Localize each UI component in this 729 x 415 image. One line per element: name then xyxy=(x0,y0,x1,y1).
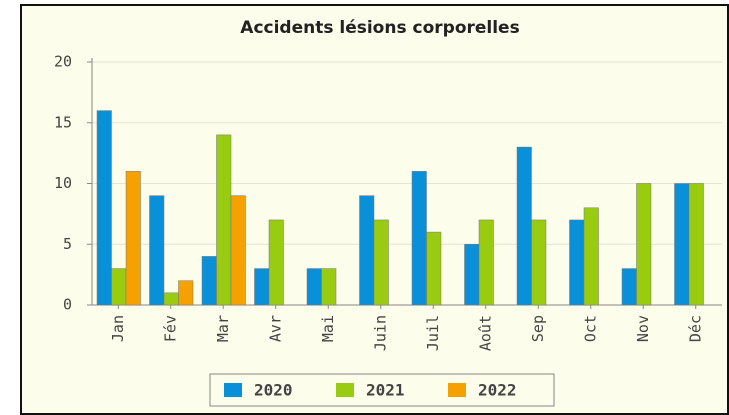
x-tick-label: Juin xyxy=(371,315,389,351)
x-tick-label: Mar xyxy=(214,315,232,342)
x-tick-label: Fév xyxy=(161,315,179,342)
bar xyxy=(111,268,127,306)
bar xyxy=(478,219,494,306)
bar xyxy=(464,244,480,306)
bar xyxy=(230,195,246,306)
bar xyxy=(216,134,232,306)
bar xyxy=(516,146,532,306)
x-tick-label: Jan xyxy=(109,315,127,342)
bar xyxy=(531,219,547,306)
bar xyxy=(569,219,585,306)
bar xyxy=(321,268,337,306)
bar xyxy=(621,268,637,306)
legend-label: 2021 xyxy=(366,381,405,400)
bar xyxy=(306,268,322,306)
bar xyxy=(636,183,652,306)
bar xyxy=(373,219,389,306)
x-tick-label: Avr xyxy=(266,315,284,342)
x-tick-label: Sep xyxy=(529,315,547,342)
y-tick-label: 0 xyxy=(63,296,72,314)
bar xyxy=(201,256,217,306)
bar xyxy=(688,183,704,306)
bar xyxy=(583,207,599,306)
bar xyxy=(163,292,179,306)
x-tick-label: Nov xyxy=(634,315,652,342)
bar xyxy=(254,268,270,306)
legend-swatch xyxy=(448,383,466,397)
x-tick-label: Mai xyxy=(319,315,337,342)
x-tick-label: Déc xyxy=(686,315,704,342)
bar xyxy=(125,171,141,306)
chart-title: Accidents lésions corporelles xyxy=(240,18,519,38)
bar xyxy=(674,183,690,306)
y-tick-label: 5 xyxy=(63,235,72,253)
x-tick-label: Août xyxy=(476,315,494,351)
y-tick-label: 20 xyxy=(54,53,72,71)
bar xyxy=(359,195,375,306)
bar xyxy=(149,195,165,306)
legend-label: 2022 xyxy=(478,381,517,400)
legend-swatch xyxy=(336,383,354,397)
legend-box xyxy=(209,373,555,407)
legend-swatch xyxy=(224,383,242,397)
y-tick-label: 15 xyxy=(54,113,72,131)
y-tick-label: 10 xyxy=(54,174,72,192)
bar xyxy=(426,231,442,306)
bar xyxy=(411,171,427,306)
x-tick-label: Juil xyxy=(424,315,442,351)
bar xyxy=(96,110,112,306)
legend-label: 2020 xyxy=(254,381,293,400)
bar xyxy=(178,280,194,306)
x-tick-label: Oct xyxy=(581,315,599,342)
bar xyxy=(268,219,284,306)
